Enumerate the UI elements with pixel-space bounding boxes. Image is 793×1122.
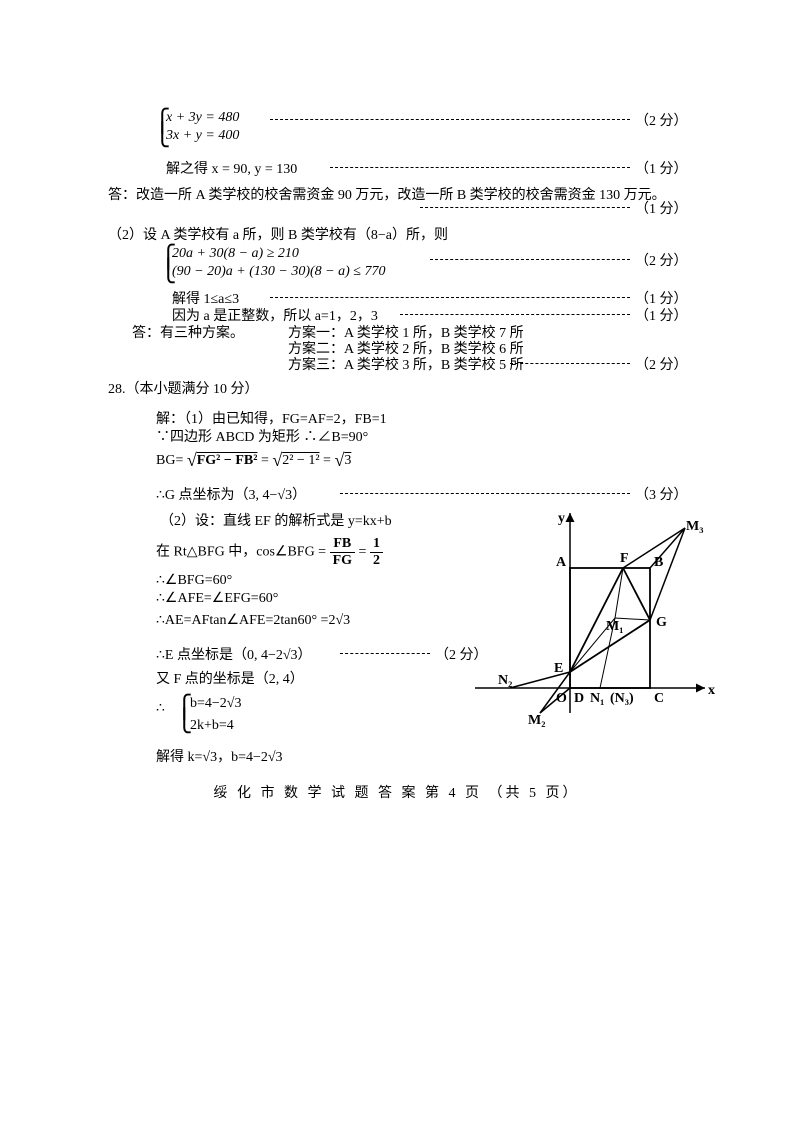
answer-2: 答：有三种方案。: [132, 322, 244, 342]
bg-label: BG=: [156, 453, 183, 468]
q28-line2: ∵四边形 ABCD 为矩形 ∴∠B=90°: [156, 426, 368, 446]
q28-angle2: ∴∠AFE=∠EFG=60°: [156, 590, 278, 607]
label-x: x: [708, 683, 715, 698]
inequality-1: 20a + 30(8 − a) ≥ 210: [172, 246, 299, 262]
solution-1: 解之得 x = 90, y = 130: [166, 158, 297, 178]
label-N1: N₁: [590, 691, 604, 706]
page-footer: 绥 化 市 数 学 试 题 答 案 第 4 页 （共 5 页）: [0, 782, 793, 802]
bg-root1: FG² − FB²: [197, 453, 258, 468]
bg-root2: 2² − 1²: [282, 453, 319, 468]
label-y: y: [558, 511, 565, 526]
label-G: G: [656, 615, 667, 630]
score-2pt-3: （2 分）: [635, 354, 688, 374]
score-2pt-2: （2 分）: [635, 250, 688, 270]
label-B: B: [654, 555, 663, 570]
q28-f-coord: 又 F 点的坐标是（2, 4）: [156, 668, 304, 688]
q28-bg: BG= √FG² − FB² = √2² − 1² = √3: [156, 450, 351, 471]
equation-1a: x + 3y = 480: [166, 110, 239, 126]
q28-title: 28.（本小题满分 10 分）: [108, 378, 259, 398]
equation-1b: 3x + y = 400: [166, 128, 239, 144]
q28-part2: （2）设：直线 EF 的解析式是 y=kx+b: [160, 510, 392, 530]
q28-sys2: 2k+b=4: [190, 718, 234, 734]
q28-sys1: b=4−2√3: [190, 696, 241, 712]
q28-e-coord: ∴E 点坐标是（0, 4−2√3）: [156, 644, 312, 664]
label-M2: M₂: [528, 713, 545, 728]
frac-1: 1: [370, 536, 383, 553]
score-2pt-1: （2 分）: [635, 110, 688, 130]
label-N3: (N₃): [610, 691, 634, 706]
label-N2: N₂: [498, 673, 512, 688]
q28-ae: ∴AE=AFtan∠AFE=2tan60° =2√3: [156, 612, 350, 629]
part2-head: （2）设 A 类学校有 a 所，则 B 类学校有（8−a）所，则: [108, 224, 448, 244]
score-1pt-2: （1 分）: [635, 198, 688, 218]
frac-2: 2: [370, 553, 383, 569]
q28-g-coord: ∴G 点坐标为（3, 4−√3）: [156, 484, 306, 504]
q28-angle1: ∴∠BFG=60°: [156, 572, 232, 589]
label-C: C: [654, 691, 664, 706]
rt-text: 在 Rt△BFG 中，cos∠BFG =: [156, 545, 326, 560]
label-A: A: [556, 555, 567, 570]
answer-1: 答：改造一所 A 类学校的校舍需资金 90 万元，改造一所 B 类学校的校舍需资…: [108, 184, 688, 204]
frac-fg: FG: [330, 553, 355, 569]
bg-root3: 3: [344, 453, 351, 468]
score-1pt-4: （1 分）: [635, 305, 688, 325]
frac-fb: FB: [330, 536, 355, 553]
q28-rt: 在 Rt△BFG 中，cos∠BFG = FB FG = 1 2: [156, 536, 383, 569]
label-E: E: [554, 661, 563, 676]
label-M3: M₃: [686, 519, 703, 534]
label-M1: M₁: [606, 619, 623, 634]
q28-line1: 解：（1）由已知得，FG=AF=2，FB=1: [156, 408, 387, 428]
score-1pt-1: （1 分）: [635, 158, 688, 178]
inequality-2: (90 − 20)a + (130 − 30)(8 − a) ≤ 770: [172, 264, 385, 280]
geometry-diagram: y x A B C D E F G O M₁ M₂ M₃ N₁ N₂ (N₃): [470, 508, 720, 728]
label-D: D: [574, 691, 584, 706]
score-3pt: （3 分）: [635, 484, 688, 504]
plan-3: 方案三：A 类学校 3 所，B 类学校 5 所: [288, 354, 524, 374]
q28-therefore: ∴: [156, 700, 165, 717]
q28-k: 解得 k=√3，b=4−2√3: [156, 746, 283, 766]
label-F: F: [620, 551, 629, 566]
label-O: O: [556, 691, 567, 706]
